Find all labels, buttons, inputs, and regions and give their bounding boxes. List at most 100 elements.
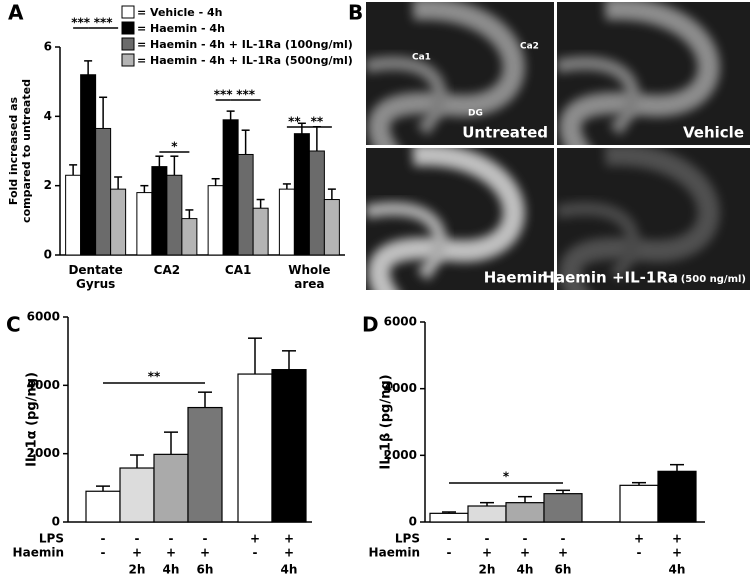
bar [95,127,112,256]
bar [237,153,254,256]
row-cell: + [520,546,530,560]
row-cell: + [200,546,210,560]
tissue-band [557,56,640,136]
y-tick-label: 2000 [384,448,417,462]
row-cell: - [523,532,528,546]
significance-label: ** [148,370,161,384]
legend-swatch [121,21,135,35]
row-cell: - [447,546,452,560]
bar [110,188,127,256]
row-label: Haemin [13,546,64,560]
x-tick-label: CA2 [153,263,181,277]
bar [153,453,189,523]
bar [181,218,198,256]
legend-swatch [121,5,135,19]
y-tick-label: 6000 [27,310,60,324]
image-note: (500 ng/ml) [681,274,746,285]
row-cell: - [561,532,566,546]
tissue-band [557,201,640,281]
image-label: Haemin +IL-1Ra [542,269,678,287]
significance-label: * [171,140,178,154]
bar [467,505,507,523]
row-cell: - [203,532,208,546]
region-label: Ca2 [520,42,539,52]
y-tick-label: 2000 [27,446,60,460]
row-cell: - [101,532,106,546]
bar [207,185,224,256]
bar [278,188,295,256]
panel-letter: C [6,313,21,337]
row-cell: + [132,546,142,560]
row-cell: - [485,532,490,546]
time-label: 4h [281,563,298,577]
time-label: 4h [669,563,686,577]
row-label: LPS [39,532,64,546]
significance-label: ** [311,115,324,129]
row-cell: - [169,532,174,546]
y-tick-label: 4000 [27,378,60,392]
row-cell: - [135,532,140,546]
row-cell: + [634,532,644,546]
significance-label: *** [94,16,114,30]
bar [543,493,583,523]
row-cell: - [253,546,258,560]
row-label: Haemin [369,546,420,560]
row-cell: + [284,532,294,546]
region-label: DG [468,109,483,119]
bar [85,490,121,523]
tissue-band [559,148,720,290]
x-tick-label: Whole area [288,263,331,291]
significance-label: * [503,470,510,484]
y-tick-label: 6 [44,40,52,54]
significance-label: *** [236,88,256,102]
legend-label: = Haemin - 4h + IL-1Ra (100ng/ml) [137,38,353,51]
image-label: Untreated [462,124,548,142]
tissue-band [367,148,525,290]
row-cell: - [637,546,642,560]
bar [323,199,340,256]
bar [657,470,697,523]
row-cell: + [672,532,682,546]
row-cell: + [558,546,568,560]
y-axis-label: IL-1α (pg/ng) [25,372,40,467]
y-tick-label: 4 [44,109,52,123]
row-cell: + [672,546,682,560]
y-tick-label: 4000 [384,381,417,395]
x-tick-label: CA1 [224,263,252,277]
row-cell: + [482,546,492,560]
row-cell: + [250,532,260,546]
image-label: Vehicle [683,124,744,142]
panel-letter: A [8,1,24,25]
significance-label: ** [288,115,301,129]
tissue-band [367,2,525,145]
time-label: 4h [163,563,180,577]
row-cell: + [284,546,294,560]
y-axis-label: compared to untreated [20,79,33,223]
time-label: 2h [129,563,146,577]
legend-label: = Haemin - 4h [137,22,225,35]
bar [271,369,307,523]
row-cell: + [166,546,176,560]
bar [429,512,469,523]
tissue [366,148,525,290]
y-tick-label: 2 [44,178,52,192]
tissue-band [366,201,447,281]
bar [136,192,153,256]
x-tick-label: Dentate Gyrus [68,263,123,291]
bar [293,133,310,256]
panel-letter: D [362,313,379,337]
tissue-band [559,2,720,145]
tissue-band [366,56,447,136]
tissue [557,2,720,145]
significance-label: *** [214,88,234,102]
bar [252,207,269,256]
y-tick-label: 0 [409,515,417,529]
image-label: Haemin [484,269,548,287]
time-label: 6h [197,563,214,577]
bar [505,502,545,523]
y-tick-label: 0 [52,515,60,529]
bar [166,174,183,256]
panel-letter: B [348,1,363,25]
